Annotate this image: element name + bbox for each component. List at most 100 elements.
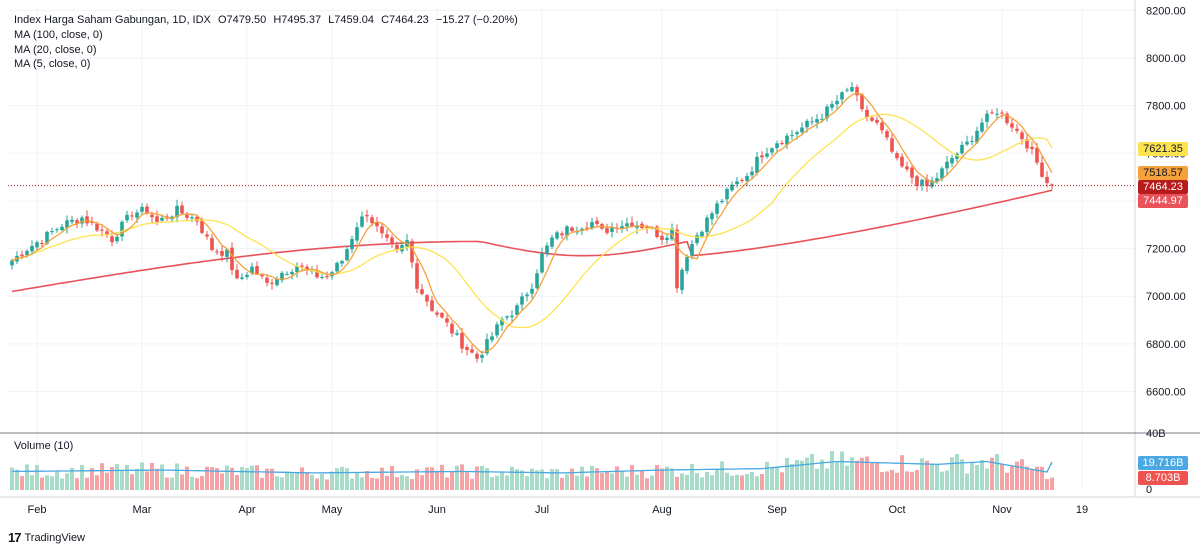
- candle-body: [785, 135, 789, 145]
- candle-body: [815, 119, 819, 123]
- volume-bars: [10, 451, 1054, 490]
- volume-bar: [75, 478, 79, 490]
- candle-body: [480, 354, 484, 358]
- candle-body: [710, 213, 714, 220]
- candle-body: [35, 242, 39, 248]
- candle-body: [825, 106, 829, 119]
- chart-title: Index Harga Saham Gabungan, 1D, IDX: [14, 14, 211, 26]
- volume-bar: [890, 469, 894, 490]
- ma20-legend[interactable]: MA (20, close, 0): [14, 44, 97, 56]
- candle-body: [190, 217, 194, 219]
- candle-body: [1010, 123, 1014, 128]
- candle-body: [985, 113, 989, 122]
- candle-body: [95, 223, 99, 231]
- main-legend: Index Harga Saham Gabungan, 1D, IDX O747…: [14, 14, 522, 26]
- volume-bar: [445, 477, 449, 490]
- x-tick-label: Feb: [28, 504, 47, 516]
- candle-body: [855, 87, 859, 96]
- volume-bar: [590, 465, 594, 490]
- candle-body: [475, 353, 479, 359]
- volume-bar: [1040, 466, 1044, 490]
- volume-bar: [960, 459, 964, 490]
- candle-body: [290, 271, 294, 275]
- candle-body: [595, 220, 599, 224]
- volume-bar: [505, 475, 509, 490]
- ma100-legend[interactable]: MA (100, close, 0): [14, 29, 103, 41]
- volume-bar: [485, 468, 489, 490]
- candle-body: [565, 226, 569, 236]
- x-tick-label: Aug: [652, 504, 672, 516]
- candle-body: [495, 324, 499, 336]
- x-tick-label: 19: [1076, 504, 1088, 516]
- candle-body: [115, 236, 119, 242]
- volume-bar: [60, 478, 64, 490]
- volume-bar: [975, 464, 979, 490]
- candle-body: [970, 140, 974, 142]
- volume-bar: [310, 474, 314, 490]
- volume-bar: [420, 475, 424, 490]
- volume-bar: [930, 464, 934, 490]
- volume-bar: [900, 455, 904, 490]
- volume-bar: [810, 454, 814, 490]
- candle-body: [490, 336, 494, 341]
- volume-bar: [1020, 459, 1024, 490]
- candle-body: [585, 227, 589, 229]
- volume-bar: [695, 473, 699, 490]
- volume-bar: [30, 475, 34, 490]
- volume-bar: [770, 467, 774, 490]
- volume-bar: [845, 465, 849, 490]
- candle-body: [935, 178, 939, 182]
- volume-bar: [650, 475, 654, 490]
- candle-body: [840, 92, 844, 100]
- x-tick-label: May: [322, 504, 343, 516]
- candle-body: [685, 257, 689, 272]
- volume-bar: [95, 475, 99, 490]
- volume-bar: [155, 468, 159, 490]
- candle-body: [440, 313, 444, 318]
- candle-body: [695, 235, 699, 244]
- candle-body: [735, 181, 739, 185]
- volume-bar: [15, 469, 19, 490]
- volume-bar: [480, 465, 484, 490]
- volume-bar: [915, 469, 919, 490]
- candle-body: [915, 176, 919, 186]
- volume-bar: [750, 471, 754, 490]
- candle-body: [275, 279, 279, 286]
- volume-bar: [540, 469, 544, 490]
- candle-body: [515, 305, 519, 315]
- volume-bar: [255, 465, 259, 490]
- candle-body: [930, 180, 934, 187]
- candle-body: [870, 117, 874, 121]
- candle-body: [200, 221, 204, 233]
- ma5-legend[interactable]: MA (5, close, 0): [14, 58, 91, 70]
- candle-body: [1020, 132, 1024, 140]
- candle-body: [140, 206, 144, 212]
- volume-bar: [575, 475, 579, 490]
- volume-bar: [400, 474, 404, 490]
- volume-bar: [290, 472, 294, 490]
- candle-body: [365, 214, 369, 217]
- candle-body: [830, 104, 834, 108]
- candle-body: [745, 176, 749, 181]
- volume-bar: [295, 471, 299, 490]
- candle-body: [180, 205, 184, 214]
- volume-bar: [920, 458, 924, 490]
- volume-bar: [1035, 466, 1039, 490]
- candle-body: [580, 228, 584, 231]
- volume-bar: [340, 466, 344, 490]
- volume-bar: [765, 461, 769, 490]
- ohlc-open: O7479.50: [217, 14, 267, 26]
- branding[interactable]: 17 TradingView: [8, 530, 85, 545]
- volume-legend[interactable]: Volume (10): [14, 440, 74, 452]
- volume-bar: [235, 475, 239, 490]
- candle-body: [780, 143, 784, 145]
- volume-bar: [840, 451, 844, 490]
- candle-body: [730, 184, 734, 191]
- candle-body: [885, 131, 889, 138]
- candle-body: [805, 120, 809, 128]
- candle-body: [590, 222, 594, 229]
- volume-bar: [325, 479, 329, 490]
- volume-bar: [620, 471, 624, 490]
- volume-bar: [835, 462, 839, 490]
